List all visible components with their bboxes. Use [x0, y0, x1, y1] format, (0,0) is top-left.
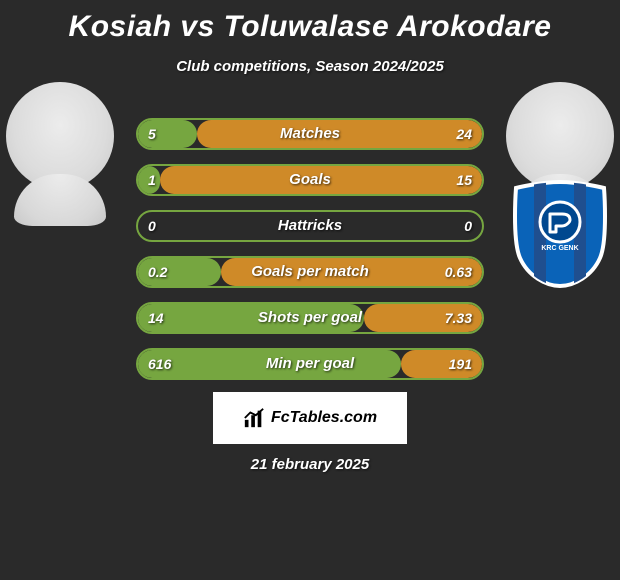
- stat-row: Shots per goal14 7.33: [136, 302, 484, 334]
- stat-value-left: 0.2: [138, 258, 177, 286]
- stat-label: Goals: [138, 166, 482, 194]
- stat-value-left: 1: [138, 166, 166, 194]
- stat-label: Shots per goal: [138, 304, 482, 332]
- player-right-avatar: [506, 82, 614, 190]
- stat-value-left: 14: [138, 304, 174, 332]
- stat-label: Min per goal: [138, 350, 482, 378]
- stat-value-left: 0: [138, 212, 166, 240]
- stat-row: Matches5 24: [136, 118, 484, 150]
- stat-row: Min per goal616 191: [136, 348, 484, 380]
- stat-row: Hattricks0 0: [136, 210, 484, 242]
- stat-value-right: 0.63: [435, 258, 482, 286]
- stat-row: Goals1 15: [136, 164, 484, 196]
- stat-value-right: 191: [439, 350, 482, 378]
- stat-value-right: 24: [446, 120, 482, 148]
- stat-value-left: 616: [138, 350, 181, 378]
- stat-value-right: 7.33: [435, 304, 482, 332]
- fctables-badge: FcTables.com: [213, 392, 407, 444]
- player-left-avatar: [6, 82, 114, 190]
- team-badge-genk: KRC GENK: [508, 178, 612, 290]
- stat-value-right: 0: [454, 212, 482, 240]
- stat-value-right: 15: [446, 166, 482, 194]
- chart-icon: [243, 407, 265, 429]
- stat-value-left: 5: [138, 120, 166, 148]
- fctables-label: FcTables.com: [271, 409, 377, 427]
- svg-text:KRC GENK: KRC GENK: [541, 245, 578, 252]
- page-title: Kosiah vs Toluwalase Arokodare: [0, 0, 620, 44]
- stats-container: Matches5 24 Goals1 15 Hattricks0 0 Goals per m…: [136, 118, 484, 394]
- avatar-placeholder-icon: [14, 174, 106, 226]
- genk-shield-icon: KRC GENK: [508, 178, 612, 290]
- subtitle: Club competitions, Season 2024/2025: [0, 58, 620, 75]
- stat-label: Goals per match: [138, 258, 482, 286]
- stat-row: Goals per match0.2 0.63: [136, 256, 484, 288]
- stat-label: Matches: [138, 120, 482, 148]
- date-label: 21 february 2025: [0, 456, 620, 473]
- stat-label: Hattricks: [138, 212, 482, 240]
